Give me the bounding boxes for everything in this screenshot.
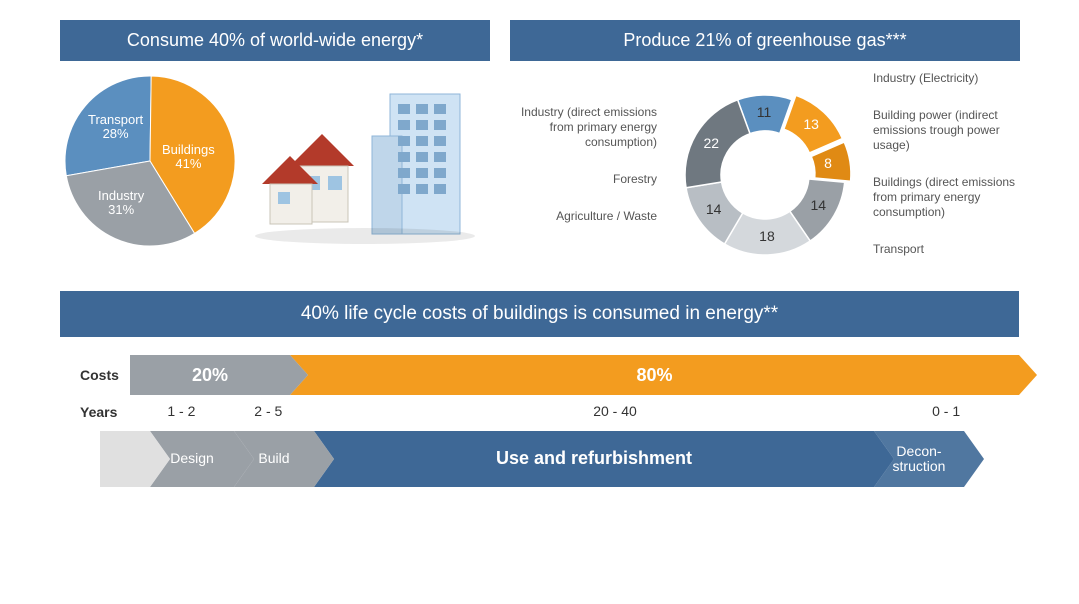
donut-value: 13: [803, 116, 819, 132]
pie-label-transport: Transport28%: [88, 113, 143, 142]
top-row: Consume 40% of world-wide energy* Transp…: [60, 20, 1019, 279]
lifecycle-title: 40% life cycle costs of buildings is con…: [60, 291, 1019, 337]
years-row: Years 1 - 2 2 - 5 20 - 40 0 - 1: [80, 403, 1019, 421]
cost-arrow: 20%: [130, 355, 290, 395]
donut-value: 18: [759, 228, 775, 244]
costs-label: Costs: [80, 367, 130, 383]
ghg-title: Produce 21% of greenhouse gas***: [510, 20, 1020, 61]
cost-arrows: 20%80%: [130, 355, 1019, 395]
buildings-icon: [250, 76, 480, 246]
donut-labels-left: Industry (direct emissions from primary …: [510, 105, 665, 246]
years-label: Years: [80, 404, 150, 420]
donut-labels-right: Industry (Electricity) Building power (i…: [865, 71, 1020, 279]
phase-placeholder: [100, 431, 150, 487]
costs-row: Costs 20%80%: [80, 355, 1019, 395]
year-label: 20 - 40: [593, 403, 637, 419]
ghg-donut-chart: 11 13 8 14 18 14 22: [665, 75, 865, 275]
energy-panel: Consume 40% of world-wide energy* Transp…: [60, 20, 490, 279]
years-track: 1 - 2 2 - 5 20 - 40 0 - 1: [150, 403, 1019, 421]
donut-value: 14: [706, 201, 722, 217]
donut-value: 14: [810, 197, 826, 213]
phase-segment: Use and refurbishment: [314, 431, 874, 487]
lifecycle-timeline: Costs 20%80% Years 1 - 2 2 - 5 20 - 40 0 - …: [60, 355, 1019, 487]
donut-value: 8: [824, 155, 832, 171]
donut-value: 11: [757, 104, 772, 120]
year-label: 1 - 2: [167, 403, 195, 419]
pie-label-industry: Industry31%: [98, 189, 144, 218]
buildings-illustration: [240, 76, 490, 246]
pie-label-buildings: Buildings41%: [162, 143, 215, 172]
energy-title: Consume 40% of world-wide energy*: [60, 20, 490, 61]
energy-pie-chart: Transport28% Buildings41% Industry31%: [60, 71, 240, 251]
year-label: 0 - 1: [932, 403, 960, 419]
year-label: 2 - 5: [254, 403, 282, 419]
phase-bar: DesignBuildUse and refurbishmentDecon- s…: [100, 431, 1019, 487]
donut-value: 22: [704, 135, 720, 151]
cost-arrow: 80%: [290, 355, 1019, 395]
ghg-panel: Produce 21% of greenhouse gas*** Industr…: [510, 20, 1020, 279]
